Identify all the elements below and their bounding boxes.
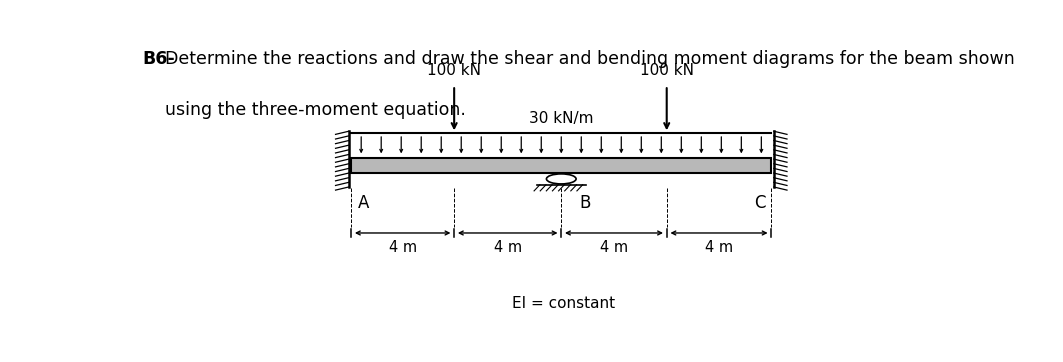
Text: B6-: B6- — [142, 50, 175, 68]
Text: EI = constant: EI = constant — [512, 296, 615, 311]
Text: 4 m: 4 m — [600, 240, 628, 255]
Text: C: C — [754, 194, 765, 212]
Text: 4 m: 4 m — [389, 240, 417, 255]
Text: 100 kN: 100 kN — [640, 63, 694, 78]
Text: Determine the reactions and draw the shear and bending moment diagrams for the b: Determine the reactions and draw the she… — [142, 50, 1014, 68]
Text: A: A — [358, 194, 369, 212]
Text: using the three-moment equation.: using the three-moment equation. — [142, 101, 466, 119]
Text: 4 m: 4 m — [493, 240, 522, 255]
Text: B: B — [579, 194, 591, 212]
Circle shape — [546, 174, 576, 184]
Bar — [351, 158, 772, 173]
Text: 30 kN/m: 30 kN/m — [529, 111, 593, 126]
Text: 4 m: 4 m — [705, 240, 733, 255]
Text: 100 kN: 100 kN — [427, 63, 482, 78]
